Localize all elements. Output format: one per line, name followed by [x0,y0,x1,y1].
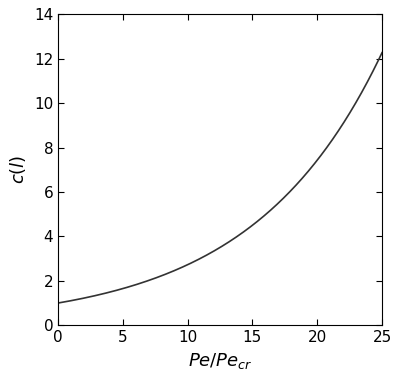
X-axis label: $Pe/Pe_{cr}$: $Pe/Pe_{cr}$ [188,351,252,371]
Y-axis label: $c(l)$: $c(l)$ [8,155,28,185]
